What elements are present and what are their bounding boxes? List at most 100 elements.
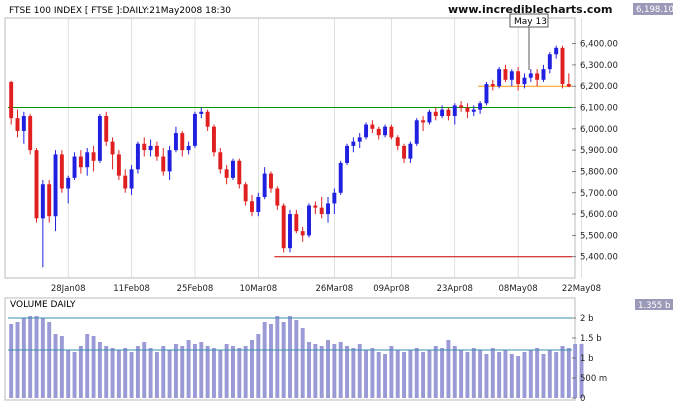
candle xyxy=(15,109,20,138)
candle xyxy=(446,107,451,121)
site-url[interactable]: www.incrediblecharts.com xyxy=(448,3,612,16)
candle-body xyxy=(167,150,172,172)
candle-body xyxy=(440,109,445,117)
volume-bar xyxy=(256,334,261,398)
price-y-axis: 5,400.00 5,500.00 5,600.00 5,700.00 5,800.00… xyxy=(572,40,618,263)
candle xyxy=(123,169,128,193)
volume-bar xyxy=(547,350,552,398)
volume-bar xyxy=(452,346,457,398)
candle-body xyxy=(307,205,311,236)
volume-bar xyxy=(357,344,362,398)
candle-body xyxy=(338,162,343,193)
candlesticks xyxy=(9,45,571,268)
candle xyxy=(91,145,96,172)
candle-body xyxy=(395,137,400,146)
candle-body xyxy=(509,71,514,80)
annotation-may13: May 13 xyxy=(509,13,549,70)
candle xyxy=(503,64,508,82)
volume-bar xyxy=(573,344,578,398)
volume-bar xyxy=(490,348,495,398)
candle xyxy=(34,148,39,223)
volume-bar xyxy=(78,346,83,398)
candle xyxy=(243,182,248,206)
candle xyxy=(231,158,235,180)
candle xyxy=(47,179,52,223)
candle xyxy=(560,45,565,89)
candle-body xyxy=(288,214,292,249)
candle xyxy=(173,126,178,153)
candle-body xyxy=(9,81,14,119)
candle xyxy=(300,226,305,242)
price-grid xyxy=(67,18,582,278)
volume-bar xyxy=(478,350,483,398)
price-xtick-label: 10Mar08 xyxy=(239,284,277,294)
candle-body xyxy=(351,141,356,146)
candle-body xyxy=(414,120,419,144)
candle xyxy=(40,179,45,268)
candle-body xyxy=(28,116,33,151)
volume-bar xyxy=(509,354,514,398)
price-ytick-label: 5,400.00 xyxy=(580,253,618,263)
volume-bar xyxy=(389,346,394,398)
volume-bar xyxy=(560,346,565,398)
candle-body xyxy=(66,177,71,189)
candle xyxy=(440,105,445,119)
volume-bar xyxy=(465,352,470,398)
candle-body xyxy=(237,160,242,185)
volume-bar xyxy=(199,342,204,398)
candle-body xyxy=(78,156,83,168)
candle-body xyxy=(566,84,571,87)
volume-bar xyxy=(535,348,540,398)
candle-body xyxy=(459,105,464,108)
volume-bar xyxy=(376,352,381,398)
volume-title: VOLUME DAILY xyxy=(10,300,76,310)
candle-body xyxy=(21,116,26,131)
candle-body xyxy=(53,154,58,217)
price-ytick-label: 5,700.00 xyxy=(580,189,618,199)
volume-bar xyxy=(116,350,121,398)
candle-body xyxy=(503,69,508,80)
candle xyxy=(541,64,546,82)
candle xyxy=(516,67,521,91)
candle-body xyxy=(154,145,159,157)
candle-body xyxy=(547,54,552,70)
candle-body xyxy=(256,197,261,212)
price-ytick-label: 5,500.00 xyxy=(580,231,618,241)
volume-bar xyxy=(427,350,432,398)
price-x-axis: 28Jan08 11Feb08 25Feb08 10Mar08 26Mar08 09Apr… xyxy=(51,284,601,294)
candle xyxy=(256,192,261,217)
candle-body xyxy=(383,126,388,136)
price-ytick-label: 6,400.00 xyxy=(580,40,618,50)
volume-bar xyxy=(192,344,197,398)
volume-bar xyxy=(370,348,375,398)
volume-bar xyxy=(91,336,96,398)
candle xyxy=(307,203,311,238)
candle-body xyxy=(402,145,407,159)
candle-body xyxy=(560,47,565,85)
candle-body xyxy=(421,120,426,123)
candle xyxy=(148,139,153,157)
candle-body xyxy=(116,154,121,176)
volume-bar xyxy=(554,352,559,398)
candle-body xyxy=(535,73,540,80)
price-ytick-label: 6,300.00 xyxy=(580,61,618,71)
candle xyxy=(104,111,109,146)
volume-bar xyxy=(332,344,337,398)
candle xyxy=(383,124,388,138)
volume-ytick-label: 1.5 b xyxy=(580,334,602,344)
candle xyxy=(547,52,552,74)
candle xyxy=(116,150,121,180)
candle xyxy=(237,158,242,189)
candle xyxy=(135,141,140,174)
price-ytick-label: 6,000.00 xyxy=(580,125,618,135)
candle-body xyxy=(205,111,210,127)
volume-bar xyxy=(351,348,356,398)
price-xtick-label: 26Mar08 xyxy=(316,284,354,294)
candle-body xyxy=(199,111,204,114)
volume-bar xyxy=(440,348,445,398)
candle xyxy=(452,103,457,125)
volume-bar xyxy=(294,320,299,398)
volume-last-badge xyxy=(635,299,673,310)
candle xyxy=(357,133,362,148)
annotation-label: May 13 xyxy=(514,17,547,27)
